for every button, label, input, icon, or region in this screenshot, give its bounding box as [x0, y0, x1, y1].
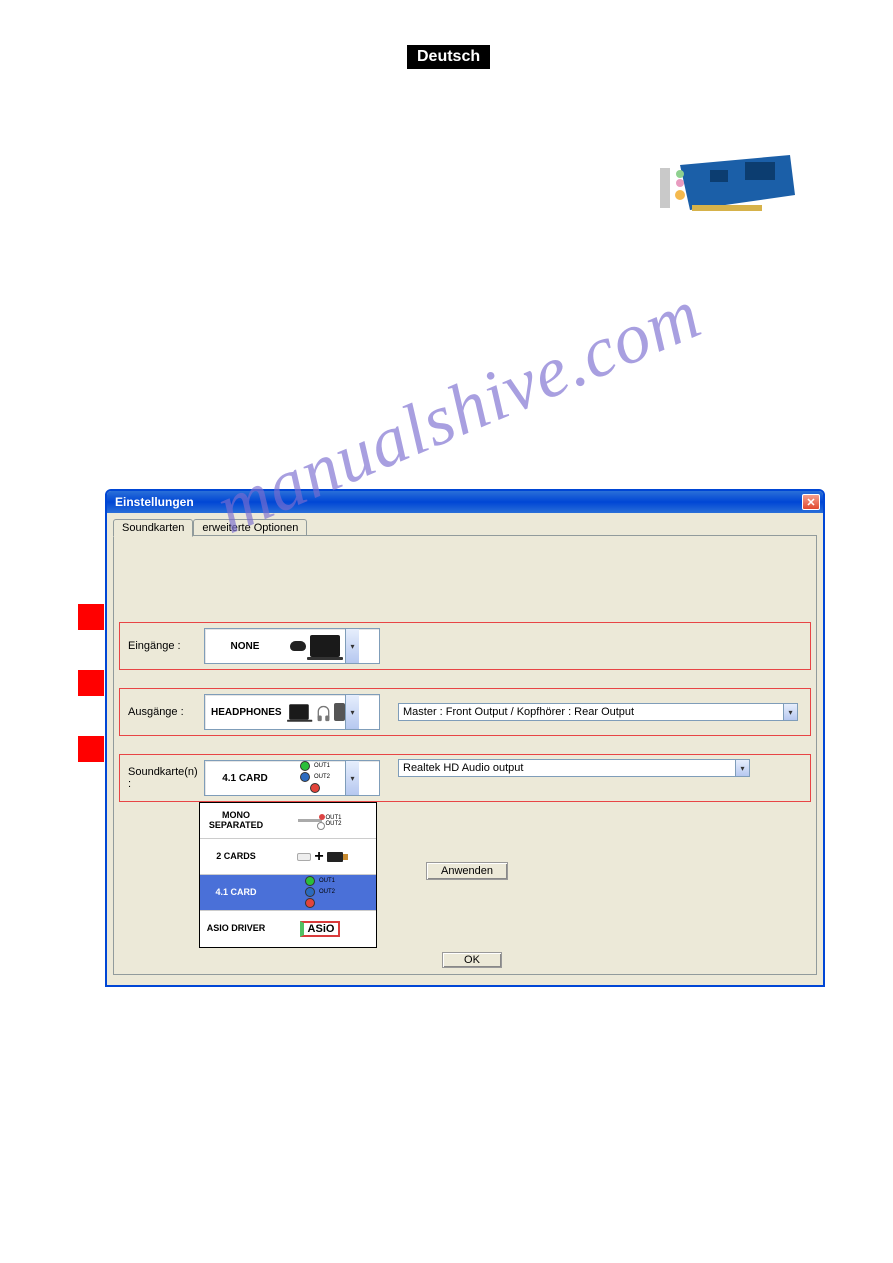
tab-soundcards[interactable]: Soundkarten — [113, 519, 193, 537]
marker-2 — [78, 670, 104, 696]
option-mono-separated[interactable]: MONO SEPARATED OUT1 OUT2 — [200, 803, 376, 839]
soundcard-combo-value: 4.1 CARD — [205, 773, 285, 784]
outputs-select-value: Master : Front Output / Kopfhörer : Rear… — [403, 706, 634, 718]
option-label: 2 CARDS — [204, 852, 268, 862]
usb-icon — [327, 852, 343, 862]
marker-1 — [78, 604, 104, 630]
out2-label: OUT2 — [314, 774, 330, 780]
chevron-down-icon: ▾ — [735, 760, 749, 776]
ok-button[interactable]: OK — [442, 952, 502, 968]
row-outputs: Ausgänge : HEADPHONES ▾ Master : Front O… — [119, 688, 811, 736]
tab-panel: Eingänge : NONE ▾ Ausgänge : HEADPHONES — [113, 535, 817, 975]
close-icon: ✕ — [806, 496, 815, 509]
dialog-title: Einstellungen — [115, 495, 194, 509]
mouse-icon — [290, 641, 306, 651]
jack-blue-icon — [300, 772, 310, 782]
chevron-down-icon: ▾ — [345, 695, 359, 729]
language-badge: Deutsch — [407, 45, 490, 69]
out2-label: OUT2 — [325, 821, 341, 827]
apply-button[interactable]: Anwenden — [426, 862, 508, 880]
option-thumb: ASiO — [268, 921, 372, 937]
jack-red-icon — [305, 898, 315, 908]
inputs-label: Eingänge : — [128, 640, 200, 652]
jack-blue-icon — [305, 887, 315, 897]
option-asio-driver[interactable]: ASIO DRIVER ASiO — [200, 911, 376, 947]
option-label: MONO SEPARATED — [204, 811, 268, 831]
out1-label: OUT1 — [314, 763, 330, 769]
titlebar: Einstellungen ✕ — [107, 491, 823, 513]
outputs-select[interactable]: Master : Front Output / Kopfhörer : Rear… — [398, 703, 798, 721]
headphone-icon — [317, 706, 329, 719]
option-4-1-card[interactable]: 4.1 CARD OUT1 OUT2 — [200, 875, 376, 911]
laptop-icon — [289, 704, 309, 719]
tabs: Soundkarten erweiterte Optionen — [113, 519, 817, 536]
marker-3 — [78, 736, 104, 762]
soundcard-dropdown-list: MONO SEPARATED OUT1 OUT2 2 CARDS + — [199, 802, 377, 948]
option-thumb: OUT1 OUT2 — [268, 876, 372, 910]
tab-advanced[interactable]: erweiterte Optionen — [193, 519, 307, 536]
dialog-content: Soundkarten erweiterte Optionen Eingänge… — [107, 513, 823, 985]
option-2-cards[interactable]: 2 CARDS + — [200, 839, 376, 875]
option-label: 4.1 CARD — [204, 888, 268, 898]
speaker-icon — [334, 703, 345, 721]
outputs-label: Ausgänge : — [128, 706, 200, 718]
outputs-combo-value: HEADPHONES — [205, 707, 285, 718]
jack-green-icon — [300, 761, 310, 771]
outputs-combo-thumb — [285, 697, 345, 727]
jack-red-icon — [310, 783, 320, 793]
out2-label: OUT2 — [319, 889, 335, 895]
inputs-combo[interactable]: NONE ▾ — [204, 628, 380, 664]
option-label: ASIO DRIVER — [204, 924, 268, 934]
asio-logo: ASiO — [300, 921, 341, 937]
soundcard-label: Soundkarte(n) : — [128, 766, 200, 790]
chevron-down-icon: ▾ — [345, 761, 359, 795]
soundcard-select[interactable]: Realtek HD Audio output ▾ — [398, 759, 750, 777]
option-thumb: + — [268, 848, 372, 866]
inputs-combo-thumb — [285, 631, 345, 661]
soundcard-illustration — [650, 150, 800, 225]
close-button[interactable]: ✕ — [802, 494, 820, 510]
chevron-down-icon: ▾ — [345, 629, 359, 663]
soundcard-combo-thumb: OUT1 OUT2 — [285, 763, 345, 793]
soundcard-combo[interactable]: 4.1 CARD OUT1 OUT2 ▾ — [204, 760, 380, 796]
plus-icon: + — [314, 848, 323, 866]
row-inputs: Eingänge : NONE ▾ — [119, 622, 811, 670]
rca-icon — [298, 819, 322, 822]
option-thumb: OUT1 OUT2 — [268, 815, 372, 827]
out1-label: OUT1 — [319, 878, 335, 884]
laptop-icon — [310, 635, 340, 657]
inputs-combo-value: NONE — [205, 641, 285, 652]
jack-green-icon — [305, 876, 315, 886]
chevron-down-icon: ▾ — [783, 704, 797, 720]
soundcard-select-value: Realtek HD Audio output — [403, 762, 523, 774]
row-soundcard: Soundkarte(n) : 4.1 CARD OUT1 OUT2 ▾ Rea… — [119, 754, 811, 802]
card-icon — [297, 853, 311, 861]
settings-dialog: Einstellungen ✕ Soundkarten erweiterte O… — [105, 489, 825, 987]
outputs-combo[interactable]: HEADPHONES ▾ — [204, 694, 380, 730]
